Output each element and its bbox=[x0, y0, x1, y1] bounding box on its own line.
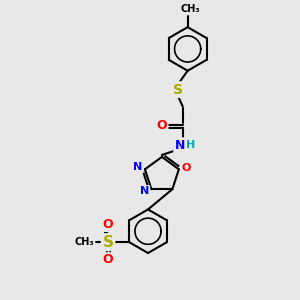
Text: N: N bbox=[140, 186, 149, 196]
Text: CH₃: CH₃ bbox=[75, 237, 94, 247]
Text: O: O bbox=[157, 119, 167, 132]
Text: S: S bbox=[103, 235, 114, 250]
Text: O: O bbox=[102, 254, 113, 266]
Text: N: N bbox=[134, 162, 142, 172]
Text: CH₃: CH₃ bbox=[181, 4, 200, 14]
Text: O: O bbox=[181, 163, 190, 173]
Text: N: N bbox=[175, 139, 185, 152]
Text: H: H bbox=[186, 140, 195, 150]
Text: O: O bbox=[102, 218, 113, 231]
Text: S: S bbox=[173, 82, 183, 97]
